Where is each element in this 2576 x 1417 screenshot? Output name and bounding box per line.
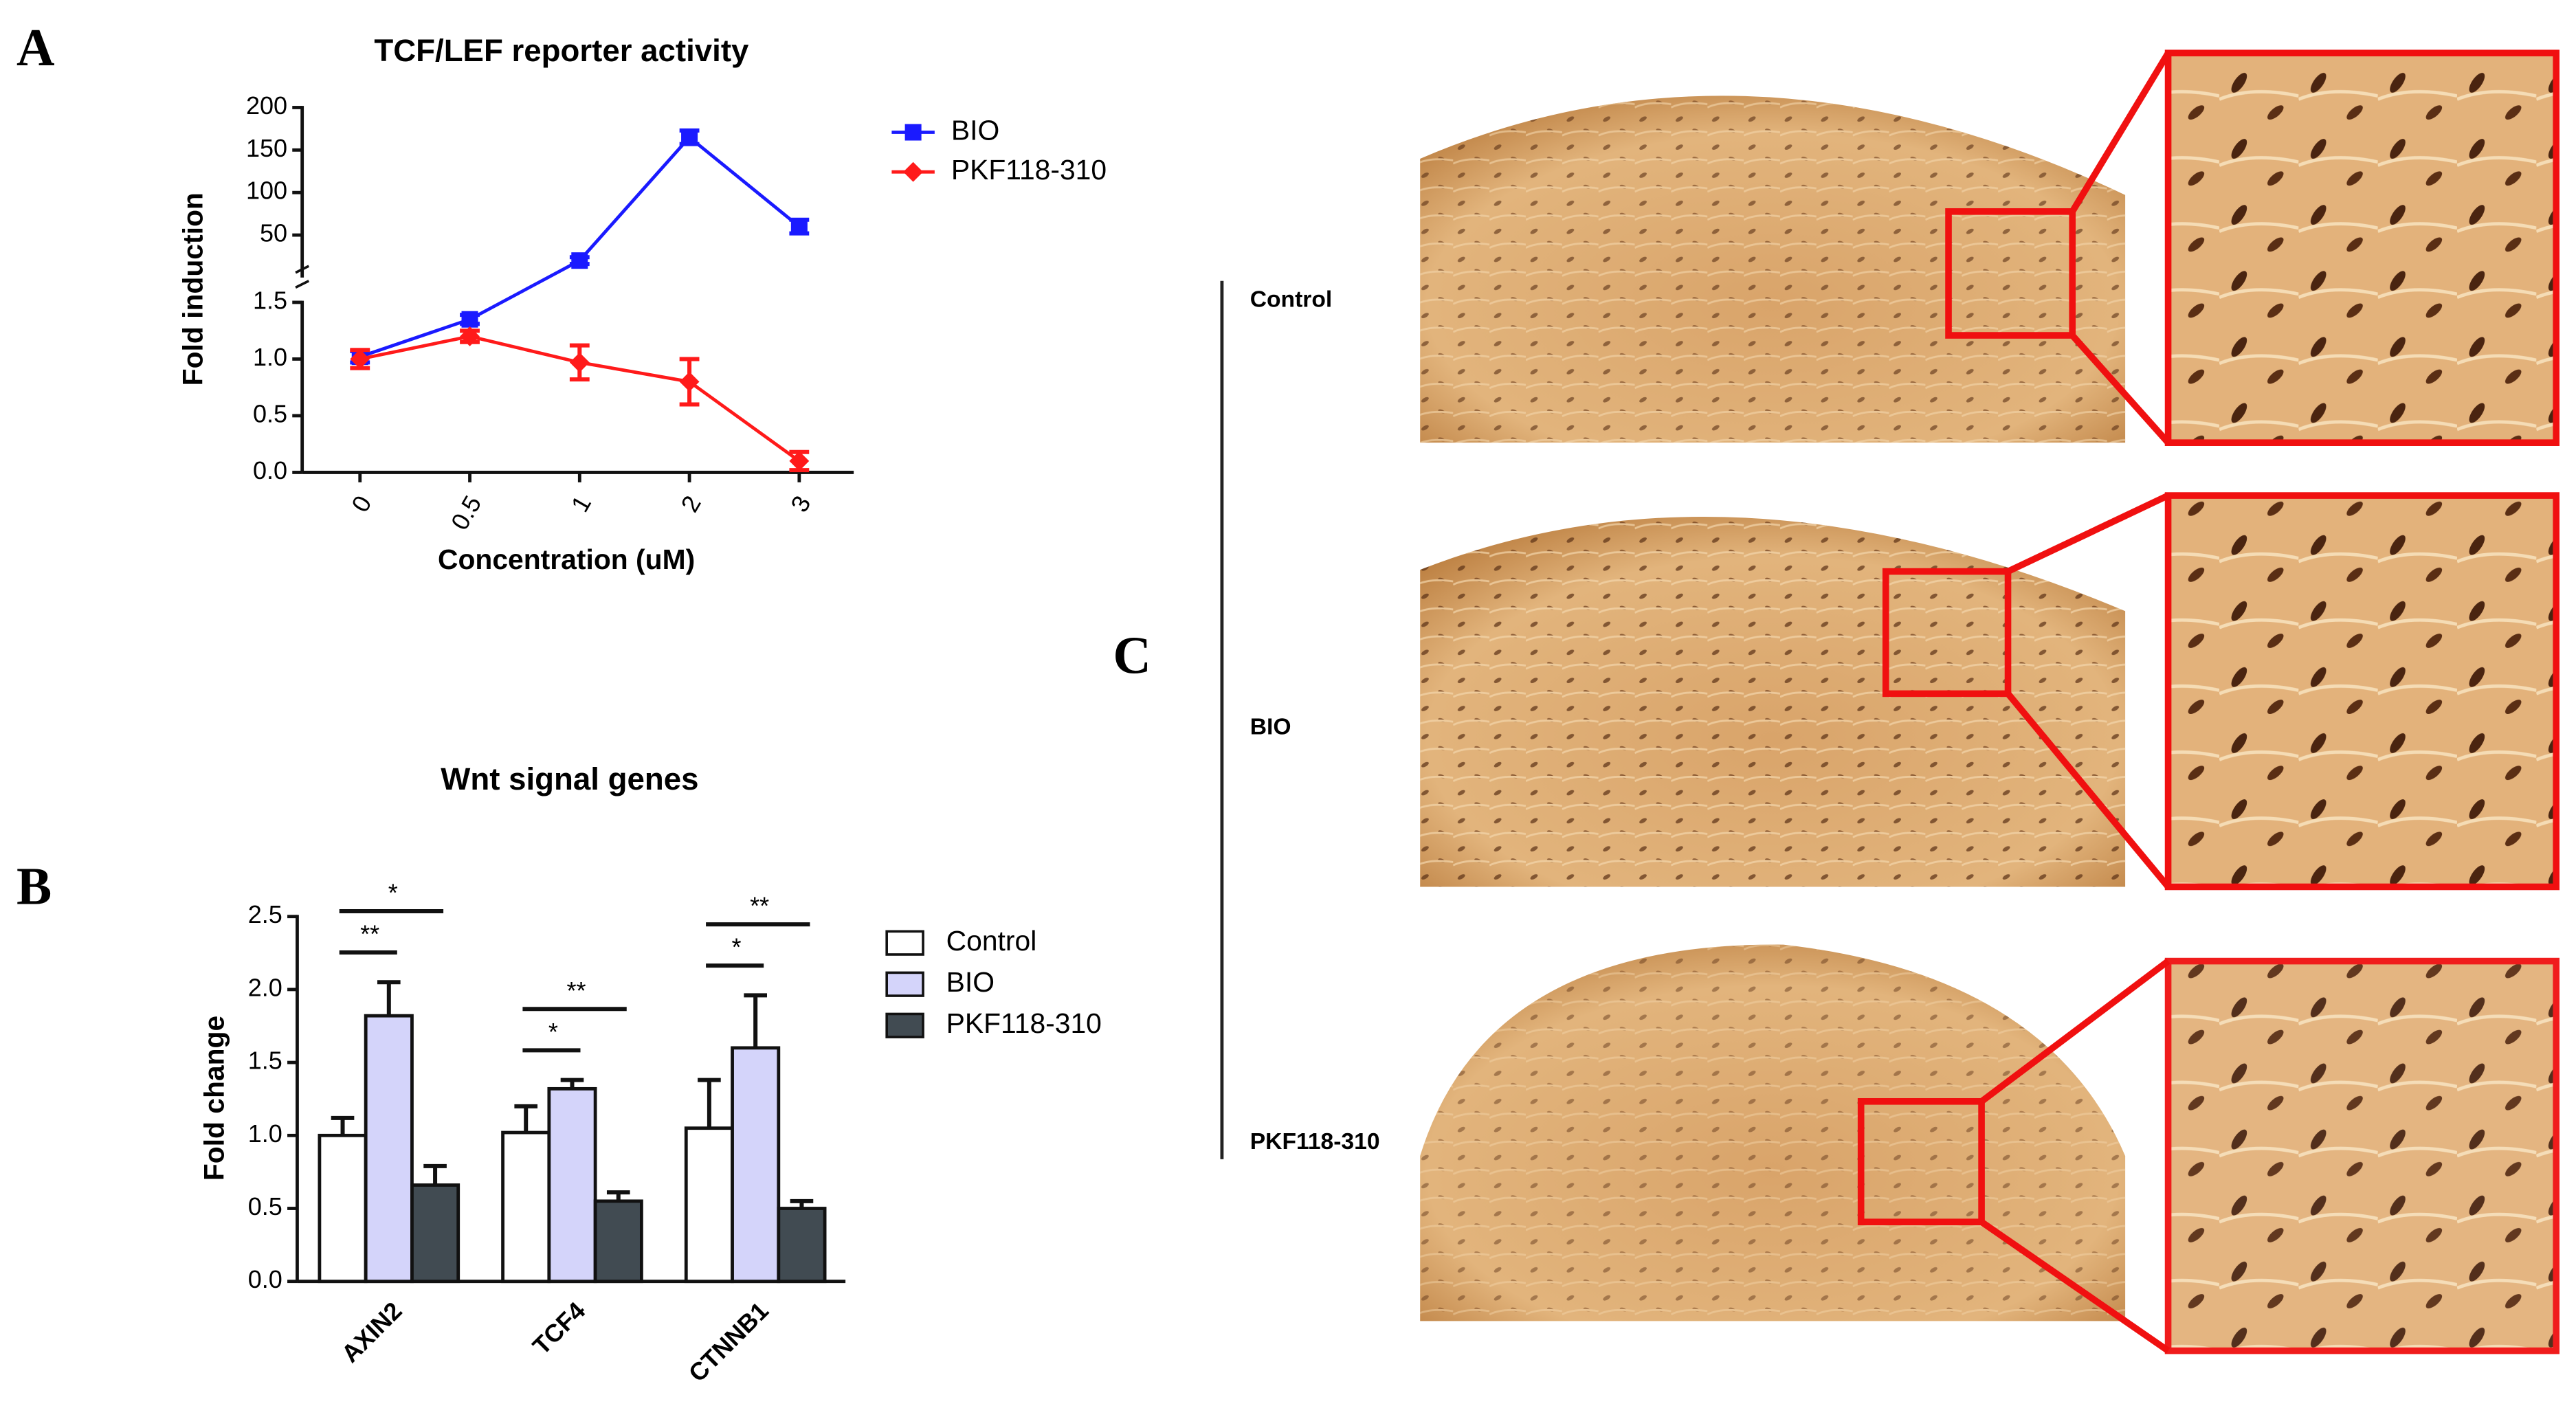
chart-title: TCF/LEF reporter activity — [374, 33, 749, 68]
bar — [364, 1014, 414, 1284]
marker — [679, 372, 700, 392]
legend-swatch — [885, 930, 924, 956]
significance-label: * — [388, 878, 398, 906]
micrograph-texture — [1420, 96, 2126, 443]
zoom-image — [2164, 492, 2560, 891]
connector — [2005, 691, 2171, 889]
y-tick-label: 100 — [246, 177, 287, 205]
micrograph-texture — [1420, 944, 2126, 1321]
x-axis-title: Concentration (uM) — [438, 544, 695, 575]
bar — [410, 1183, 460, 1284]
panel-label: B — [16, 856, 52, 915]
bar — [593, 1199, 643, 1284]
marker — [461, 311, 478, 328]
inset-box — [1945, 208, 2076, 339]
y-tick-label: 0.5 — [248, 1192, 282, 1220]
micrograph-texture — [1420, 516, 2126, 887]
significance-label: ** — [360, 920, 379, 948]
inset-box — [1882, 568, 2012, 698]
x-tick-label: 0 — [346, 491, 377, 517]
legend-label: BIO — [946, 966, 995, 998]
error-bar — [514, 1104, 538, 1133]
micrograph-row — [1420, 49, 2560, 446]
error-bar — [744, 993, 767, 1048]
error-bar — [423, 1163, 447, 1185]
marker — [789, 451, 810, 471]
bar — [318, 1133, 368, 1284]
x-tick-label: 2 — [675, 491, 707, 517]
bar — [501, 1130, 551, 1284]
error-bar — [698, 1078, 721, 1128]
y-tick-label: 0.0 — [248, 1265, 282, 1293]
y-tick-label: 1.0 — [248, 1119, 282, 1148]
row-label: Control — [1250, 287, 1333, 312]
legend-label: BIO — [951, 114, 999, 146]
bar — [777, 1207, 827, 1284]
connector — [1979, 958, 2170, 1104]
panel-label: A — [16, 18, 55, 77]
legend-marker — [903, 161, 924, 182]
connector — [1979, 1219, 2170, 1354]
connector — [2069, 333, 2171, 445]
connector — [2069, 51, 2171, 214]
connector — [2006, 492, 2170, 574]
x-tick-label: TCF4 — [527, 1297, 591, 1361]
marker — [571, 252, 588, 269]
x-tick-label: CTNNB1 — [683, 1297, 774, 1387]
significance-label: * — [548, 1018, 558, 1046]
x-tick-label: AXIN2 — [336, 1297, 408, 1368]
error-bar — [377, 980, 401, 1016]
x-tick-label: 3 — [785, 491, 817, 517]
y-tick-label: 0.0 — [253, 456, 287, 484]
marker — [569, 352, 590, 372]
bar — [684, 1126, 734, 1284]
y-tick-label: 2.0 — [248, 973, 282, 1001]
legend-label: PKF118-310 — [946, 1007, 1102, 1039]
zoom-image — [2164, 49, 2560, 446]
y-axis-title: Fold change — [199, 1016, 230, 1181]
y-tick-label: 1.5 — [248, 1047, 282, 1075]
marker — [350, 349, 370, 369]
x-tick-label: 0.5 — [445, 491, 487, 535]
legend-swatch — [885, 971, 924, 997]
row-label: PKF118-310 — [1250, 1129, 1380, 1154]
legend-swatch — [885, 1012, 924, 1038]
y-tick-label: 0.5 — [253, 399, 287, 427]
series-line — [359, 135, 801, 359]
y-tick-label: 50 — [260, 219, 287, 247]
legend-marker — [904, 124, 922, 141]
marker — [460, 326, 480, 346]
micrograph-row — [1420, 492, 2560, 891]
y-axis-title: Fold induction — [177, 192, 208, 386]
row-label: BIO — [1250, 715, 1291, 740]
panel-label: C — [1113, 625, 1151, 684]
significance-label: ** — [566, 977, 586, 1005]
zoom-image — [2164, 957, 2560, 1354]
inset-box — [1857, 1098, 1985, 1226]
chart-title: Wnt signal genes — [441, 761, 698, 796]
legend-label: Control — [946, 925, 1037, 957]
legend-label: PKF118-310 — [951, 154, 1107, 186]
y-tick-label: 1.0 — [253, 343, 287, 371]
y-tick-label: 2.5 — [248, 900, 282, 928]
micrograph-row — [1420, 944, 2560, 1354]
bar — [547, 1086, 597, 1284]
error-bar — [331, 1115, 355, 1136]
y-tick-label: 200 — [246, 91, 287, 120]
x-tick-label: 1 — [566, 491, 597, 517]
bar — [731, 1046, 781, 1284]
axis-break — [295, 265, 310, 289]
marker — [790, 218, 808, 235]
significance-label: * — [732, 933, 742, 961]
marker — [681, 129, 698, 146]
y-tick-label: 150 — [246, 134, 287, 162]
y-tick-label: 1.5 — [253, 286, 287, 314]
significance-label: ** — [750, 892, 769, 920]
